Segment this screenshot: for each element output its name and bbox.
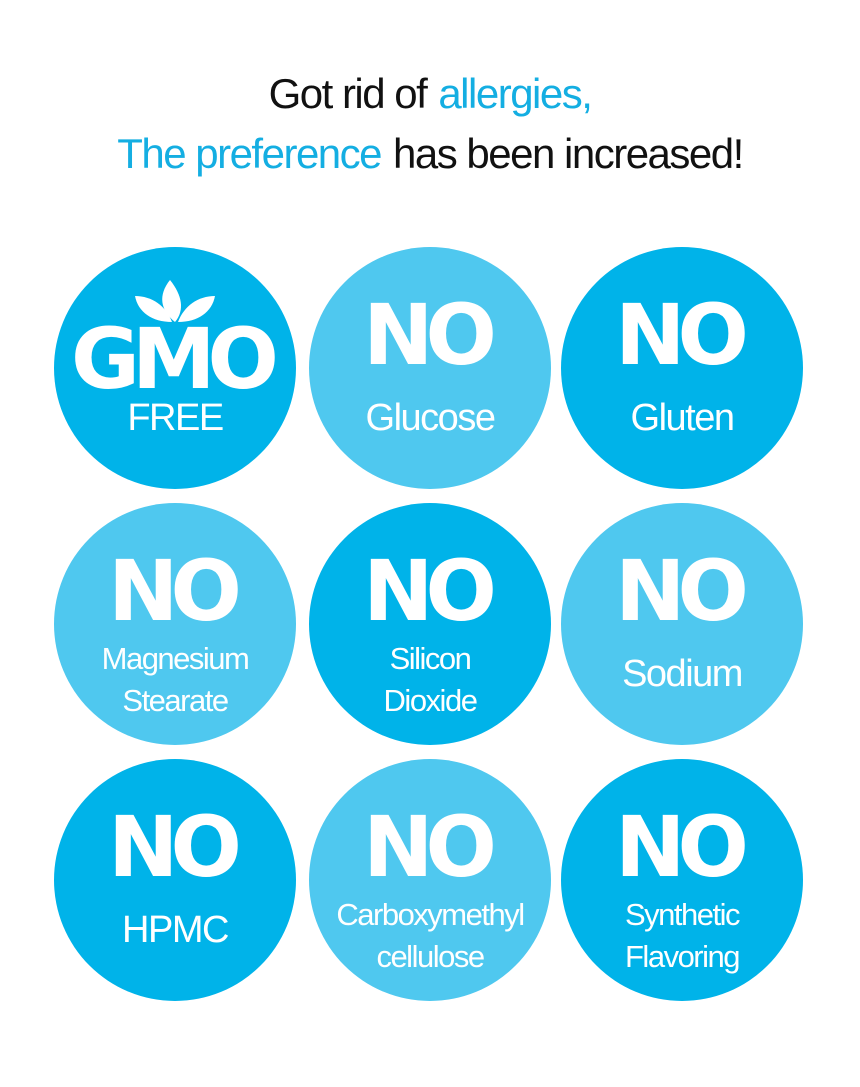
badge-circle (54, 503, 296, 745)
badge: NO Sodium (561, 503, 803, 745)
badge-label: HPMC (122, 909, 228, 951)
badge-headline: NO (363, 798, 493, 896)
badge-label: Glucose (366, 397, 495, 439)
badge-headline: NO (615, 798, 745, 896)
title-line: The preference has been increased! (117, 130, 743, 177)
badge-headline: NO (615, 542, 745, 640)
badge-label: Sodium (622, 653, 742, 695)
badge: NO HPMC (54, 759, 296, 1001)
leaf-icon (135, 280, 215, 322)
badge: NO Gluten (561, 247, 803, 489)
badge-circle (54, 247, 296, 489)
badge-headline: GMO (71, 310, 276, 408)
badge-label: cellulose (376, 939, 483, 974)
badge-label: Magnesium (102, 641, 249, 676)
badge-headline: NO (108, 542, 238, 640)
title-segment: has been increased! (393, 130, 743, 177)
badge-circle (561, 247, 803, 489)
badge-label: Gluten (631, 397, 734, 439)
title-line: Got rid of allergies, (269, 70, 592, 117)
badge-circle (309, 759, 551, 1001)
badge-headline: NO (108, 798, 238, 896)
badge-grid: GMOFREENOGlucoseNOGlutenNOMagnesiumStear… (54, 247, 803, 1001)
badge-label: Stearate (122, 683, 227, 718)
title-segment: The preference (117, 130, 381, 177)
title-segment: allergies, (438, 70, 591, 117)
badge-circle (561, 759, 803, 1001)
badge-headline: NO (615, 286, 745, 384)
badge-circle (54, 759, 296, 1001)
badge-label: Dioxide (384, 683, 477, 718)
title-segment: Got rid of (269, 70, 429, 117)
badge-label: FREE (127, 397, 223, 439)
badge-label: Flavoring (625, 939, 739, 974)
badge-label: Silicon (390, 641, 471, 676)
badge-circle (309, 247, 551, 489)
badge-label: Carboxymethyl (336, 897, 523, 932)
badge-circle (309, 503, 551, 745)
badge-label: Synthetic (625, 897, 740, 932)
badge-headline: NO (363, 286, 493, 384)
badge: NO Glucose (309, 247, 551, 489)
badge-headline: NO (363, 542, 493, 640)
badge-circle (561, 503, 803, 745)
